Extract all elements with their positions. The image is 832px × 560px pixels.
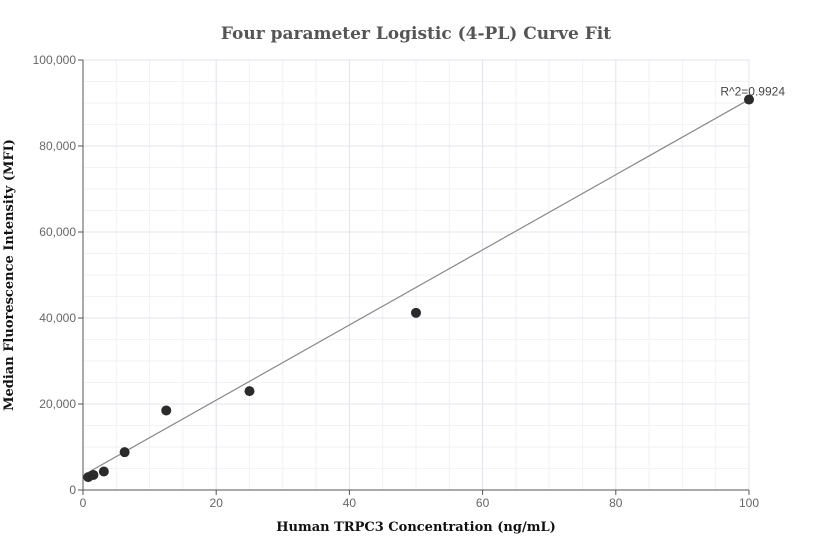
y-axis-title: Median Fluorescence Intensity (MFI) [2,139,17,411]
x-tick-label: 40 [343,496,357,510]
y-tick-label: 20,000 [39,397,76,411]
y-tick-label: 80,000 [39,139,76,153]
data-point [161,405,172,416]
x-tick-label: 100 [739,496,759,510]
y-tick-label: 0 [69,483,76,497]
annotation-r2: R^2=0.9924 [720,85,785,99]
x-tick-label: 80 [609,496,623,510]
plot-grid [82,59,750,491]
y-tick-label: 40,000 [39,311,76,325]
data-point [98,466,109,477]
data-point [119,447,130,458]
tick-labels: 0 20 40 60 80 100 0 20,000 40,000 60,000 80,000 100… [33,53,760,510]
x-axis-title: Human TRPC3 Concentration (ng/mL) [276,520,556,535]
x-tick-label: 60 [476,496,490,510]
data-point [244,386,255,397]
plot-axes [78,59,750,495]
data-point [411,307,421,318]
data-point [744,94,754,105]
x-tick-label: 0 [80,496,87,510]
fit-line [87,99,750,473]
y-tick-label: 60,000 [39,225,76,239]
data-point [88,469,99,480]
x-tick-label: 20 [210,496,224,510]
y-tick-label: 100,000 [33,53,77,67]
fit-curve-group [87,99,750,473]
data-points [83,94,754,483]
chart-title: Four parameter Logistic (4-PL) Curve Fit [221,24,611,44]
